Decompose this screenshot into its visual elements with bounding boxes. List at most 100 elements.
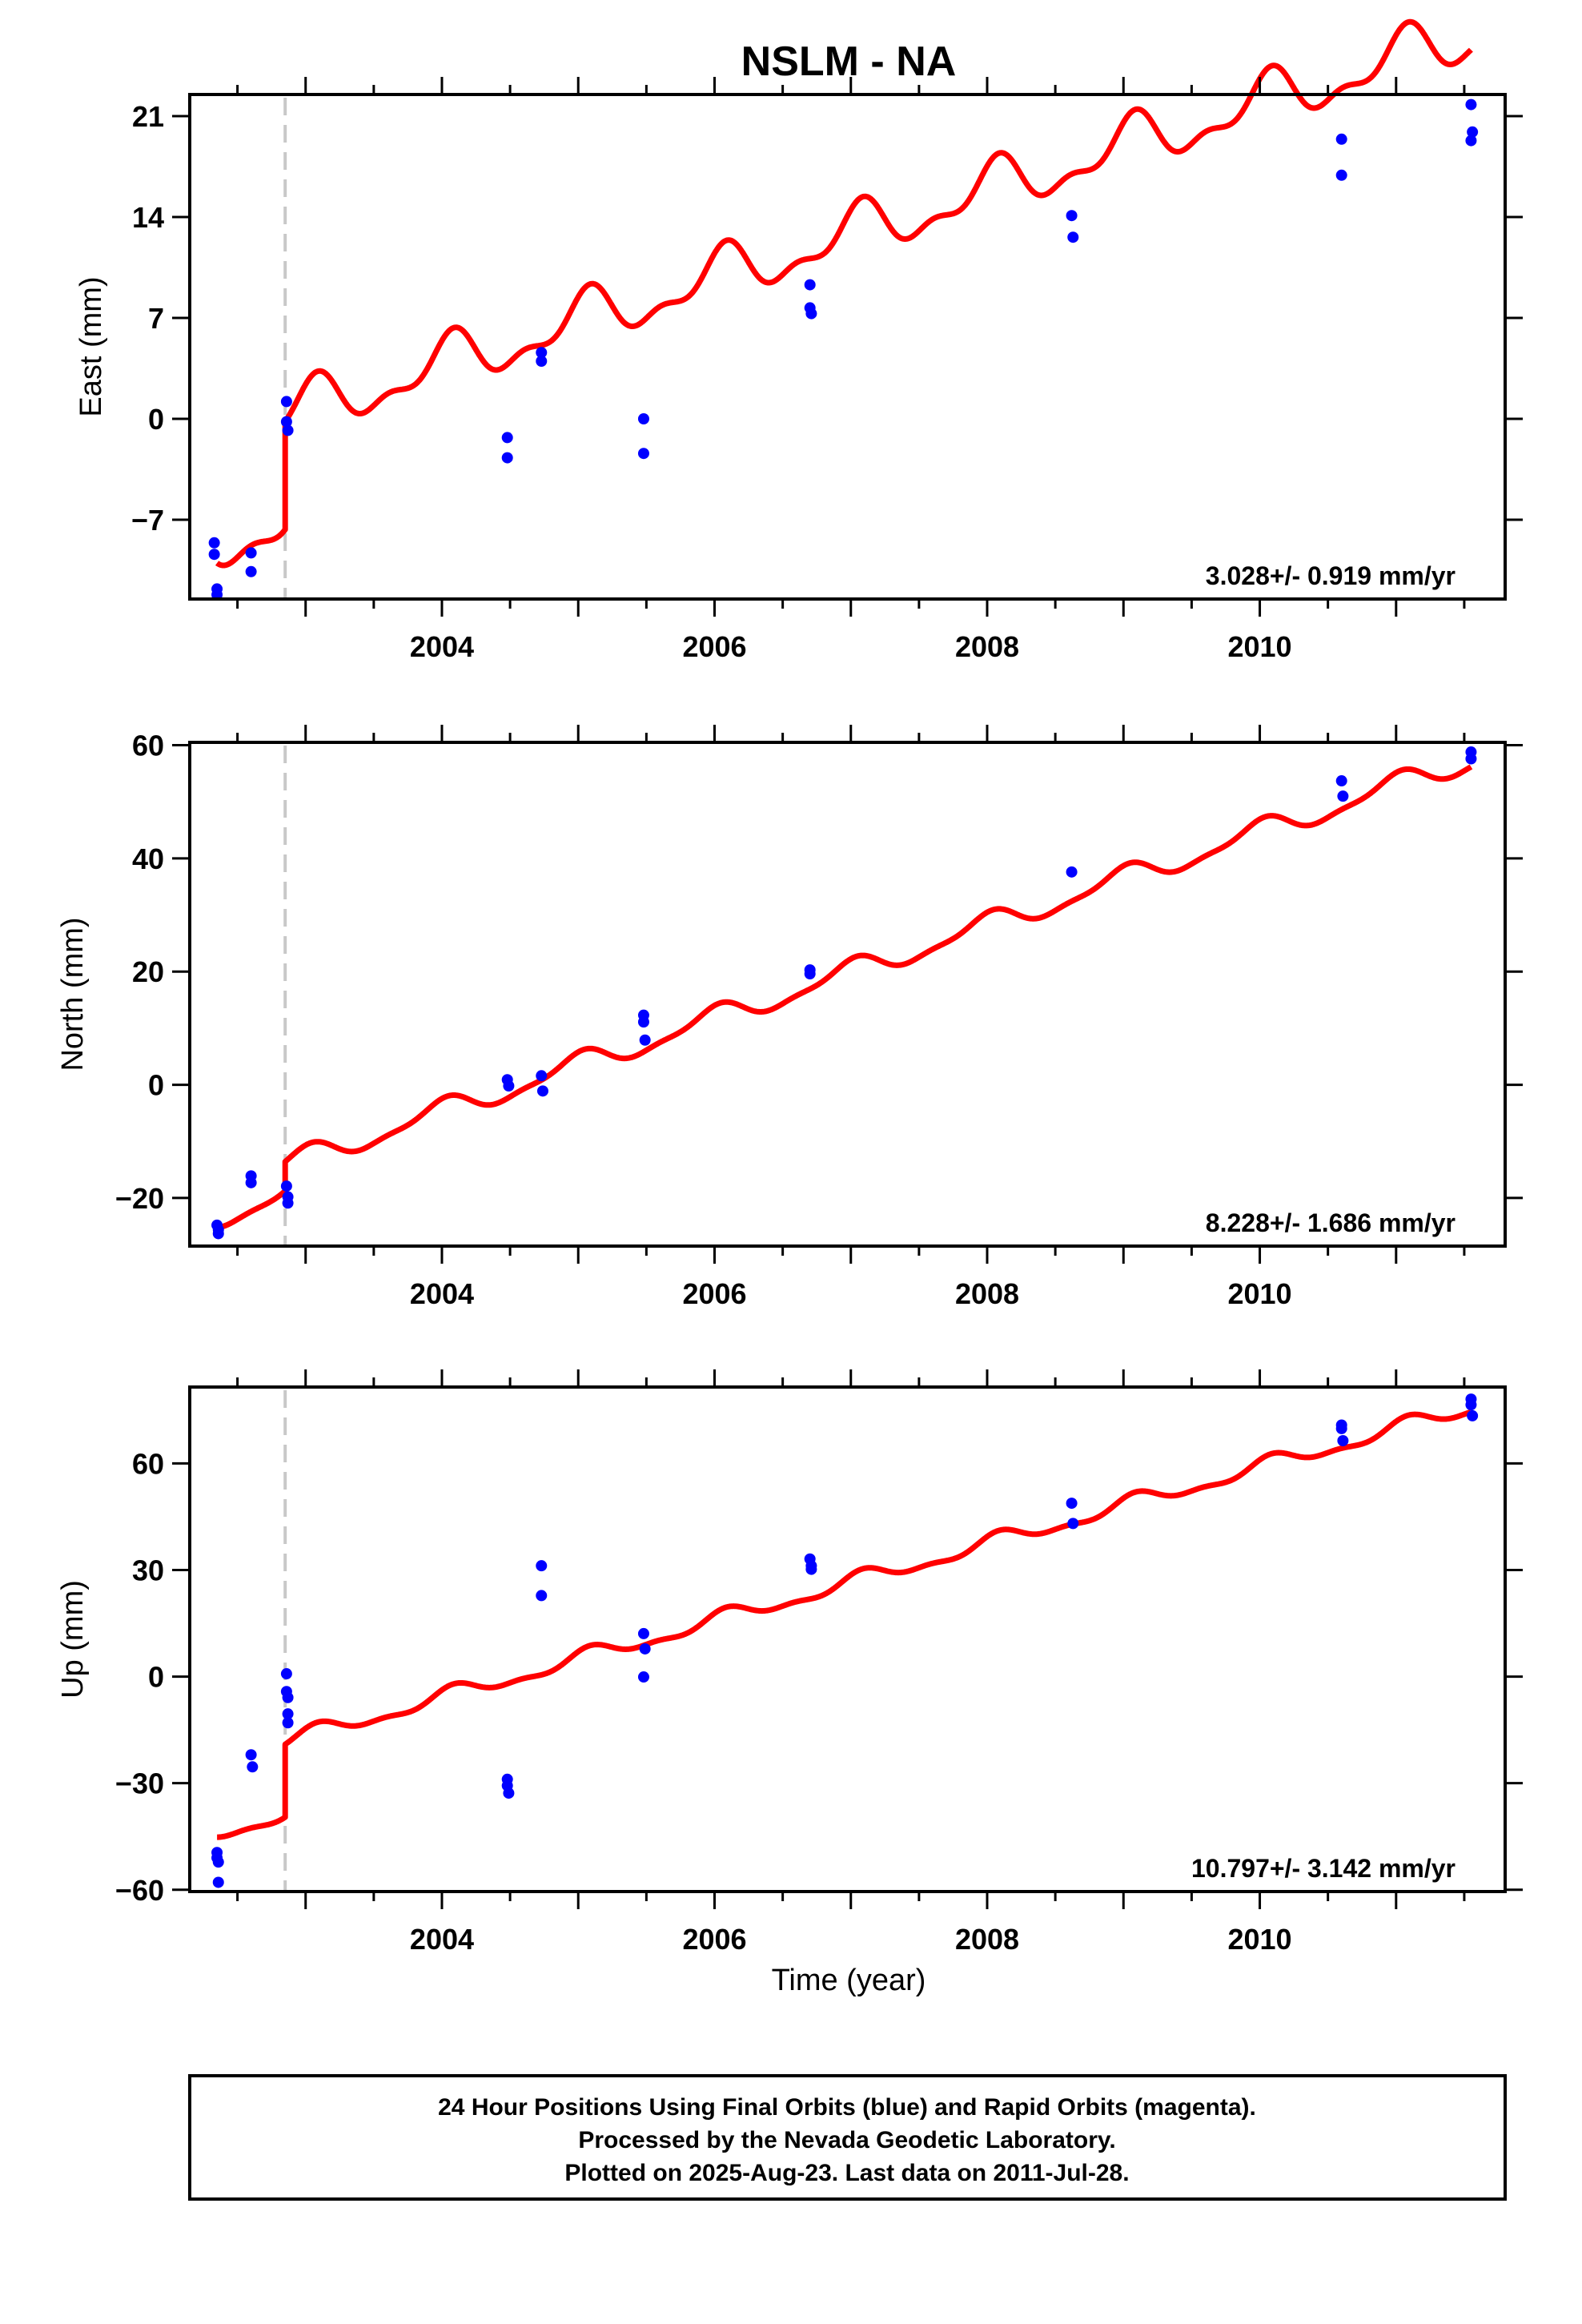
up-y-tick-label: 60 <box>132 1447 164 1480</box>
east-data-point <box>1067 231 1079 243</box>
east-frame <box>188 93 1507 601</box>
up-data-point <box>1335 1422 1347 1434</box>
up-data-point <box>639 1642 651 1655</box>
east-data-point <box>501 452 513 464</box>
east-rate-label: 3.028+/- 0.919 mm/yr <box>1206 561 1456 590</box>
north-model-curve <box>215 764 1474 1231</box>
east-data-point <box>1335 169 1347 181</box>
north-y-tick-label: 40 <box>132 842 164 875</box>
north-data-point <box>1337 790 1349 802</box>
east-y-axis-label: East (mm) <box>74 276 108 416</box>
up-y-tick-label: −60 <box>115 1874 164 1907</box>
north-data-point <box>639 1034 651 1046</box>
up-panel: 2004 2006 2008 2010 −60 −30 0 30 60 Up (mm) 10.797… <box>56 1369 1523 1956</box>
up-y-axis-label: Up (mm) <box>56 1580 90 1699</box>
up-data-point <box>280 1668 292 1680</box>
north-x-tick-label: 2010 <box>1227 1277 1291 1310</box>
east-data-point <box>208 537 220 549</box>
north-y-tick-label: −20 <box>115 1182 164 1215</box>
east-data-point <box>501 432 513 444</box>
north-data-point <box>212 1228 224 1240</box>
north-frame <box>188 741 1507 1248</box>
east-data-point <box>1467 126 1479 138</box>
east-data-point <box>245 547 257 559</box>
north-y-tick-label: 20 <box>132 955 164 988</box>
east-data-point <box>637 413 649 424</box>
chart-title: NSLM - NA <box>741 38 957 85</box>
east-data-point <box>245 565 257 577</box>
east-y-tick-label: −7 <box>131 504 164 537</box>
east-data-point <box>280 396 292 408</box>
north-data-point <box>637 1016 649 1028</box>
east-y-tick-label: 7 <box>148 302 164 335</box>
east-y-tick-label: 14 <box>132 201 164 234</box>
up-data-point <box>1067 1518 1079 1530</box>
north-data-point <box>280 1180 292 1192</box>
up-data-point <box>282 1717 294 1729</box>
up-data-point <box>536 1560 548 1572</box>
east-model-curve <box>215 18 1474 569</box>
up-data-point <box>245 1749 257 1761</box>
north-x-tick-label: 2008 <box>955 1277 1019 1310</box>
up-data-point <box>1467 1409 1479 1421</box>
east-data-point <box>536 356 548 367</box>
east-data-point <box>1335 133 1347 145</box>
up-data-point <box>1465 1399 1477 1411</box>
north-x-tick-label: 2006 <box>682 1277 746 1310</box>
north-panel: 2004 2006 2008 2010 −20 0 20 40 60 North (mm) 8.22… <box>56 725 1523 1310</box>
up-data-point <box>282 1708 294 1720</box>
north-y-tick-label: 60 <box>132 730 164 762</box>
east-data-point <box>637 448 649 460</box>
east-y-tick-label: 21 <box>132 100 164 133</box>
footer-line-1: 24 Hour Positions Using Final Orbits (bl… <box>438 2094 1256 2121</box>
north-y-axis-label: North (mm) <box>56 917 90 1071</box>
up-y-tick-label: 0 <box>148 1661 164 1694</box>
north-data-point <box>245 1176 257 1188</box>
up-x-tick-label: 2004 <box>410 1923 474 1956</box>
north-data-point <box>536 1070 548 1082</box>
up-data-point <box>637 1627 649 1639</box>
north-data-point <box>536 1085 548 1097</box>
east-x-tick-label: 2008 <box>955 630 1019 663</box>
east-x-tick-label: 2004 <box>410 630 474 663</box>
east-data-point <box>1066 210 1078 222</box>
up-data-point <box>1066 1498 1078 1510</box>
up-rate-label: 10.797+/- 3.142 mm/yr <box>1191 1854 1456 1883</box>
east-data-point <box>1465 135 1477 147</box>
east-data-point <box>804 279 816 291</box>
up-data-point <box>637 1671 649 1683</box>
east-data-point <box>282 424 294 436</box>
up-y-tick-label: −30 <box>115 1767 164 1800</box>
north-data-point <box>1066 866 1078 878</box>
east-panel: 2004 2006 2008 2010 −7 0 7 14 21 East (mm) 3.028+/… <box>74 18 1523 663</box>
east-x-tick-label: 2010 <box>1227 630 1291 663</box>
footer-line-2: Processed by the Nevada Geodetic Laborat… <box>578 2127 1115 2153</box>
up-data-point <box>805 1563 817 1575</box>
north-data-point <box>1465 753 1477 765</box>
north-data-point <box>804 968 816 980</box>
north-y-tick-label: 0 <box>148 1069 164 1102</box>
up-data-point <box>1337 1434 1349 1446</box>
up-data-point <box>212 1876 224 1888</box>
north-rate-label: 8.228+/- 1.686 mm/yr <box>1206 1208 1456 1237</box>
up-data-point <box>247 1761 259 1773</box>
up-data-point <box>282 1691 294 1703</box>
up-x-tick-label: 2006 <box>682 1923 746 1956</box>
north-data-point <box>1335 775 1347 787</box>
up-model-curve <box>215 1409 1474 1840</box>
up-data-point <box>503 1787 515 1799</box>
x-axis-label: Time (year) <box>772 1964 926 1997</box>
north-x-tick-label: 2004 <box>410 1277 474 1310</box>
east-data-point <box>280 416 292 428</box>
up-x-tick-label: 2010 <box>1227 1923 1291 1956</box>
north-data-point <box>503 1080 515 1092</box>
up-y-tick-label: 30 <box>132 1554 164 1586</box>
east-y-tick-label: 0 <box>148 403 164 436</box>
up-frame <box>188 1385 1507 1893</box>
footer-box <box>188 2074 1507 2201</box>
east-data-point <box>536 347 548 359</box>
east-data-point <box>805 308 817 320</box>
north-data-point <box>282 1197 294 1209</box>
east-data-point <box>1465 99 1477 111</box>
